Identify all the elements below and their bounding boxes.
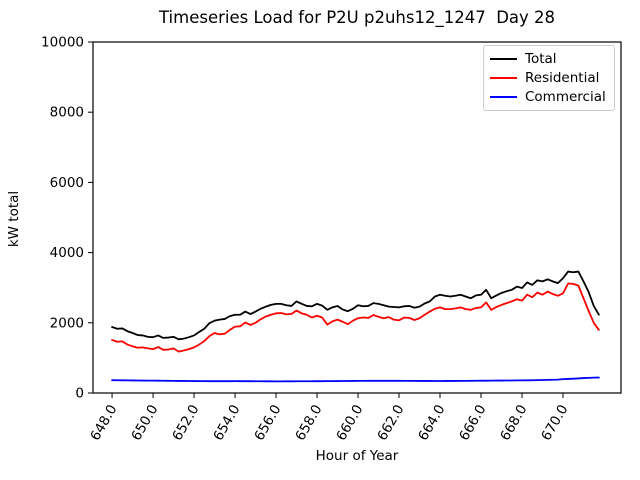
x-tick-label: 660.0 bbox=[333, 402, 366, 443]
legend-item-total: Total bbox=[490, 51, 608, 67]
x-tick-label: 670.0 bbox=[538, 402, 571, 443]
x-tick-label: 648.0 bbox=[87, 402, 120, 443]
series-line-commercial bbox=[111, 376, 600, 383]
residential-line-sample bbox=[490, 76, 517, 79]
x-tick-label: 668.0 bbox=[497, 402, 530, 443]
legend-label-commercial: Commercial bbox=[525, 89, 606, 106]
legend-item-residential: Residential bbox=[490, 70, 608, 86]
series-line-residential bbox=[111, 282, 600, 353]
y-tick-label: 6000 bbox=[50, 175, 84, 191]
total-line-sample bbox=[490, 57, 517, 60]
x-tick-label: 666.0 bbox=[456, 402, 489, 443]
legend-label-residential: Residential bbox=[525, 69, 600, 86]
commercial-line-sample bbox=[490, 96, 517, 99]
x-tick-label: 652.0 bbox=[169, 402, 202, 443]
x-tick-label: 658.0 bbox=[292, 402, 325, 443]
series-line-total bbox=[111, 270, 600, 341]
y-axis-label: kW total bbox=[6, 190, 22, 248]
y-tick-label: 0 bbox=[75, 386, 84, 402]
x-tick-label: 650.0 bbox=[128, 402, 161, 443]
axes-spines bbox=[92, 41, 622, 394]
y-tick-label: 8000 bbox=[50, 105, 84, 121]
legend: Total Residential Commercial bbox=[483, 45, 615, 111]
y-tick-label: 4000 bbox=[50, 245, 84, 261]
x-axis-label: Hour of Year bbox=[315, 448, 399, 464]
x-tick-label: 656.0 bbox=[251, 402, 284, 443]
x-tick-label: 664.0 bbox=[415, 402, 448, 443]
chart-title: Timeseries Load for P2U p2uhs12_1247 Day… bbox=[158, 8, 556, 27]
legend-label-total: Total bbox=[525, 50, 557, 67]
y-tick-label: 10000 bbox=[41, 35, 84, 51]
legend-item-commercial: Commercial bbox=[490, 89, 608, 105]
x-tick-label: 662.0 bbox=[374, 402, 407, 443]
y-tick-label: 2000 bbox=[50, 315, 84, 331]
x-tick-label: 654.0 bbox=[210, 402, 243, 443]
